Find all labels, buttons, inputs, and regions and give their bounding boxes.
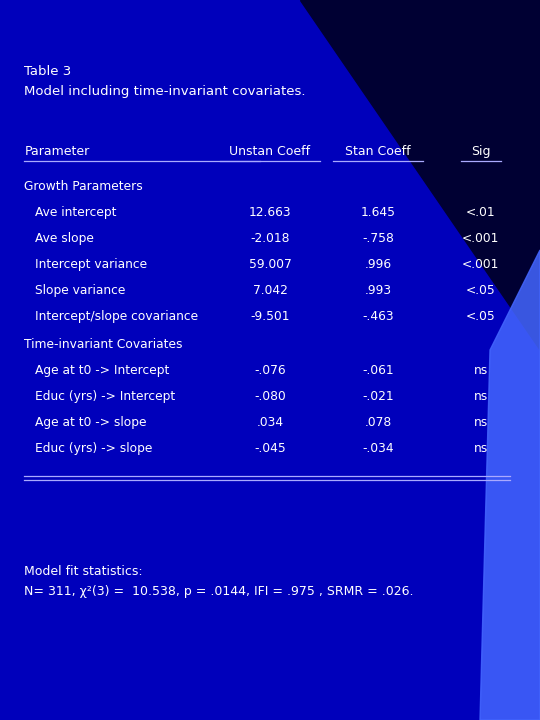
- Text: Unstan Coeff: Unstan Coeff: [230, 145, 310, 158]
- Polygon shape: [300, 0, 540, 350]
- Text: -.758: -.758: [362, 232, 394, 245]
- Text: -.076: -.076: [254, 364, 286, 377]
- Text: <.05: <.05: [465, 310, 496, 323]
- Text: -.021: -.021: [362, 390, 394, 403]
- Text: -.034: -.034: [362, 442, 394, 455]
- Text: Age at t0 -> slope: Age at t0 -> slope: [35, 416, 146, 429]
- Text: Growth Parameters: Growth Parameters: [24, 180, 143, 193]
- Text: ns: ns: [474, 416, 488, 429]
- Text: <.05: <.05: [465, 284, 496, 297]
- Text: -.061: -.061: [362, 364, 394, 377]
- Text: N= 311, χ²(3) =  10.538, p = .0144, IFI = .975 , SRMR = .026.: N= 311, χ²(3) = 10.538, p = .0144, IFI =…: [24, 585, 414, 598]
- Text: Parameter: Parameter: [24, 145, 90, 158]
- Text: Slope variance: Slope variance: [35, 284, 125, 297]
- Text: 7.042: 7.042: [253, 284, 287, 297]
- Text: Educ (yrs) -> Intercept: Educ (yrs) -> Intercept: [35, 390, 176, 403]
- Text: Sig: Sig: [471, 145, 490, 158]
- Text: Ave slope: Ave slope: [35, 232, 94, 245]
- Text: Model fit statistics:: Model fit statistics:: [24, 565, 143, 578]
- Text: 1.645: 1.645: [361, 206, 395, 219]
- Text: Intercept variance: Intercept variance: [35, 258, 147, 271]
- Text: .078: .078: [364, 416, 391, 429]
- Text: -9.501: -9.501: [250, 310, 290, 323]
- Text: Educ (yrs) -> slope: Educ (yrs) -> slope: [35, 442, 152, 455]
- Text: -2.018: -2.018: [250, 232, 290, 245]
- Text: 59.007: 59.007: [248, 258, 292, 271]
- Text: ns: ns: [474, 364, 488, 377]
- Text: <.001: <.001: [462, 258, 500, 271]
- Text: Time-invariant Covariates: Time-invariant Covariates: [24, 338, 183, 351]
- Text: ns: ns: [474, 442, 488, 455]
- Text: -.463: -.463: [362, 310, 394, 323]
- Text: -.045: -.045: [254, 442, 286, 455]
- Text: Ave intercept: Ave intercept: [35, 206, 117, 219]
- Text: Intercept/slope covariance: Intercept/slope covariance: [35, 310, 198, 323]
- Text: -.080: -.080: [254, 390, 286, 403]
- Text: Table 3: Table 3: [24, 65, 71, 78]
- Text: Stan Coeff: Stan Coeff: [345, 145, 411, 158]
- Text: .993: .993: [364, 284, 391, 297]
- Text: 12.663: 12.663: [249, 206, 291, 219]
- Text: <.01: <.01: [466, 206, 495, 219]
- Text: <.001: <.001: [462, 232, 500, 245]
- Text: .034: .034: [256, 416, 284, 429]
- Text: .996: .996: [364, 258, 391, 271]
- Text: Model including time-invariant covariates.: Model including time-invariant covariate…: [24, 85, 306, 98]
- Text: Age at t0 -> Intercept: Age at t0 -> Intercept: [35, 364, 170, 377]
- Text: ns: ns: [474, 390, 488, 403]
- Polygon shape: [480, 250, 540, 720]
